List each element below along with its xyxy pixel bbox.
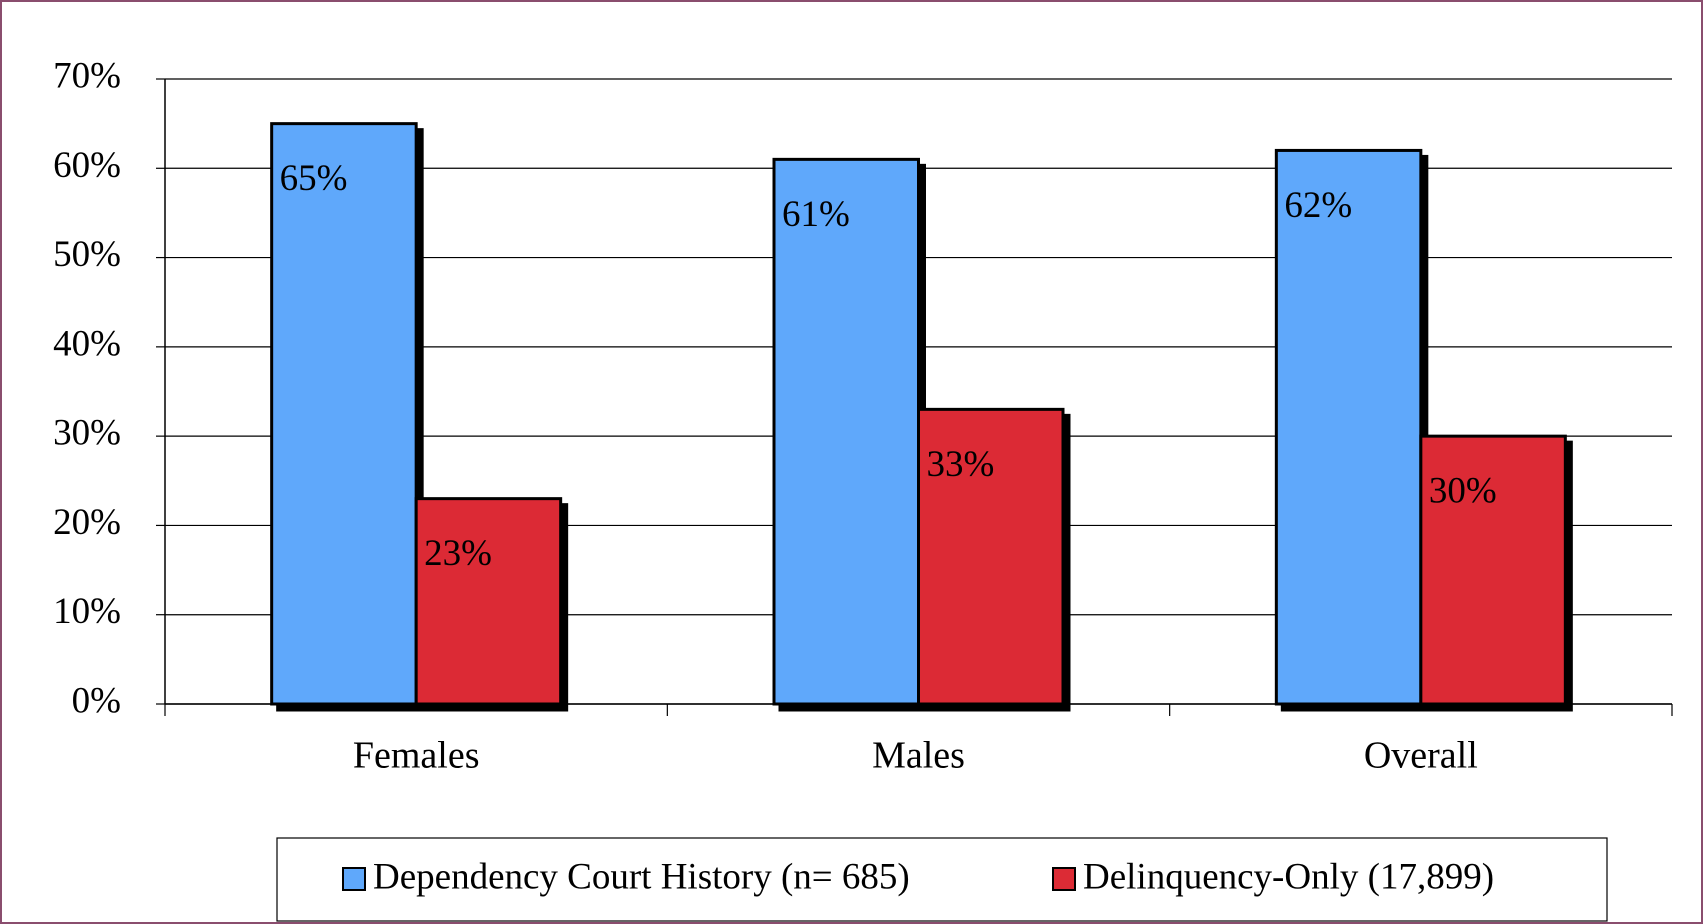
data-label: 30% <box>1429 471 1497 512</box>
data-label: 65% <box>280 158 348 199</box>
y-tick-label: 20% <box>53 502 121 543</box>
legend-swatch <box>342 867 366 891</box>
legend-label: Delinquency-Only (17,899) <box>1083 856 1494 897</box>
data-label: 33% <box>927 444 995 485</box>
data-label: 61% <box>782 194 850 235</box>
y-tick-label: 30% <box>53 413 121 454</box>
legend-label: Dependency Court History (n= 685) <box>373 856 910 897</box>
bar <box>917 407 1065 706</box>
x-tick-label: Overall <box>1364 735 1478 777</box>
y-tick-label: 0% <box>72 680 121 721</box>
y-tick-label: 10% <box>53 591 121 632</box>
y-tick-label: 40% <box>53 323 121 364</box>
y-tick-label: 70% <box>53 55 121 96</box>
x-tick-label: Males <box>872 735 965 777</box>
bar <box>1419 434 1567 706</box>
data-label: 62% <box>1284 185 1352 226</box>
bar <box>772 157 920 706</box>
x-tick-label: Females <box>353 735 480 777</box>
legend-box <box>276 837 1608 922</box>
bar <box>1274 148 1423 706</box>
y-tick-label: 60% <box>53 145 121 186</box>
bar <box>270 122 418 706</box>
y-tick-label: 50% <box>53 234 121 275</box>
legend-swatch <box>1052 867 1076 891</box>
data-label: 23% <box>424 533 492 574</box>
bar <box>414 497 563 706</box>
